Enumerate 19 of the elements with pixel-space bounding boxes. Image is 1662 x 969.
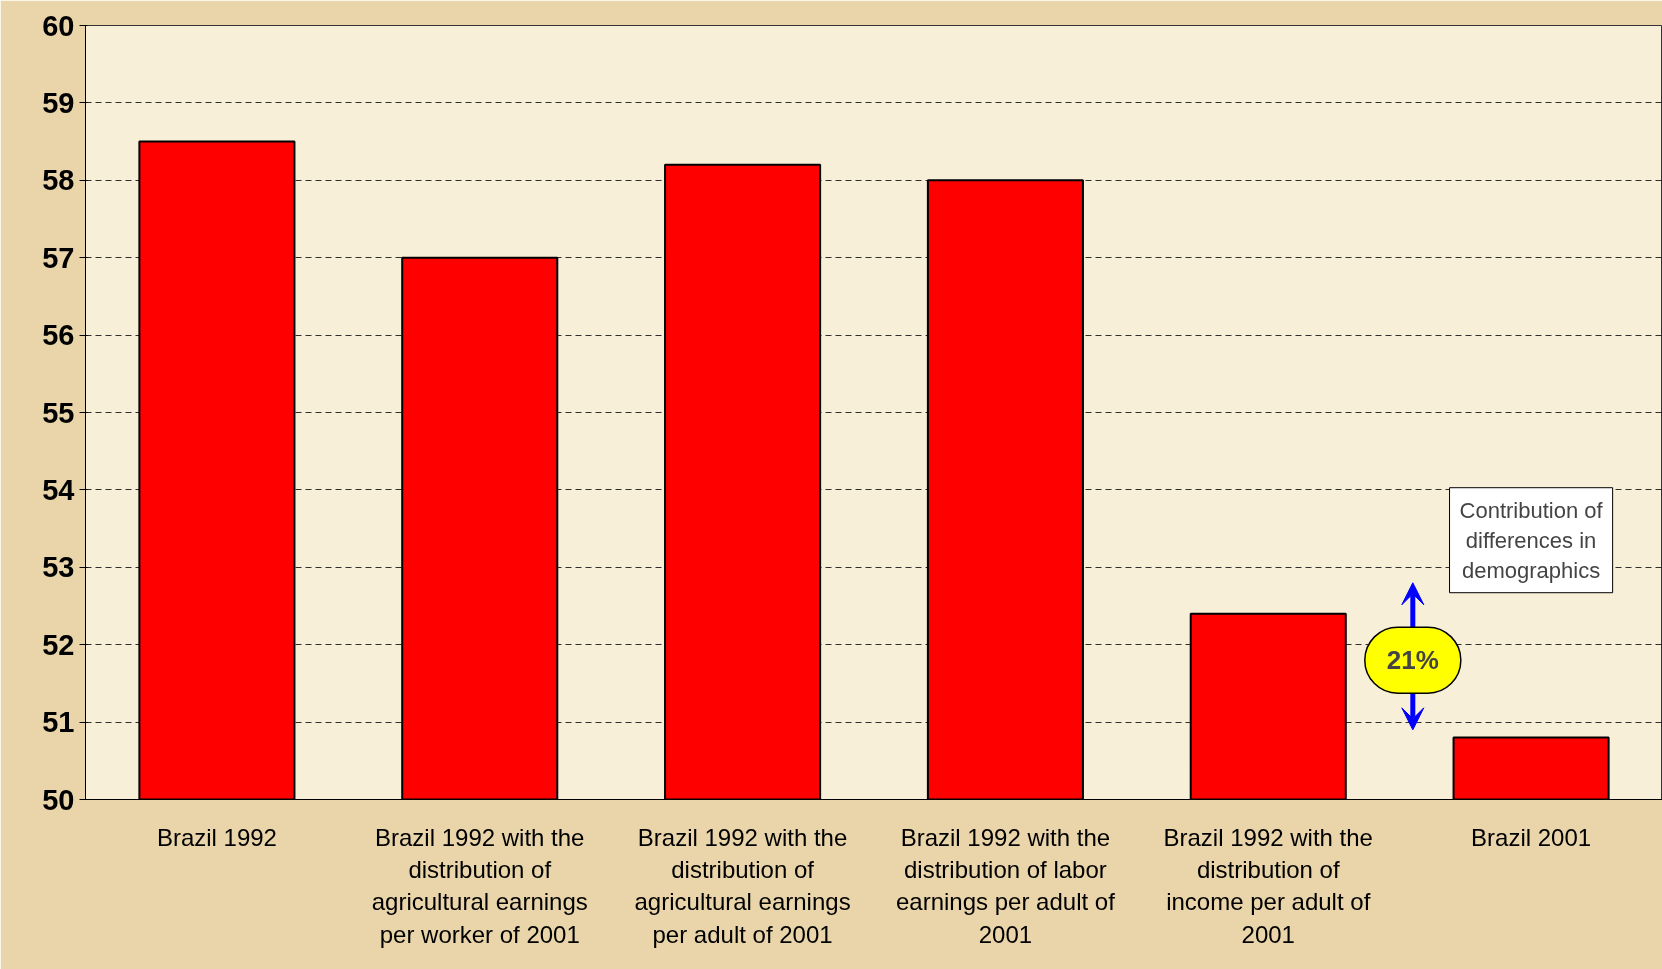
y-tick-label: 60	[42, 9, 75, 42]
y-tick-label: 51	[42, 706, 75, 739]
y-tick-label: 52	[42, 628, 75, 661]
x-tick-label: Brazil 1992 with the distribution of agricultural earnings per worker of 2001	[371, 823, 588, 948]
y-tick-label: 55	[42, 396, 75, 429]
annotation: Contribution of differences in demographics	[1459, 497, 1604, 583]
y-tick-label: 50	[42, 783, 75, 816]
y-tick-label: 57	[42, 241, 75, 274]
annotation: 21%	[1386, 645, 1439, 676]
x-tick-label: Brazil 1992 with the distribution of labor earnings per adult of 2001	[896, 823, 1116, 948]
y-tick-label: 59	[42, 86, 75, 119]
y-tick-label: 54	[42, 473, 75, 506]
x-tick-label: Brazil 2001	[1471, 823, 1592, 851]
x-tick-label: Brazil 1992	[156, 823, 277, 851]
y-tick-label: 53	[42, 551, 75, 584]
y-tick-label: 58	[42, 164, 75, 197]
x-tick-label: Brazil 1992 with the distribution of agricultural earnings per adult of 2001	[634, 823, 851, 948]
x-tick-label: Brazil 1992 with the distribution of income per adult of 2001	[1163, 823, 1373, 948]
y-tick-label: 56	[42, 319, 75, 352]
